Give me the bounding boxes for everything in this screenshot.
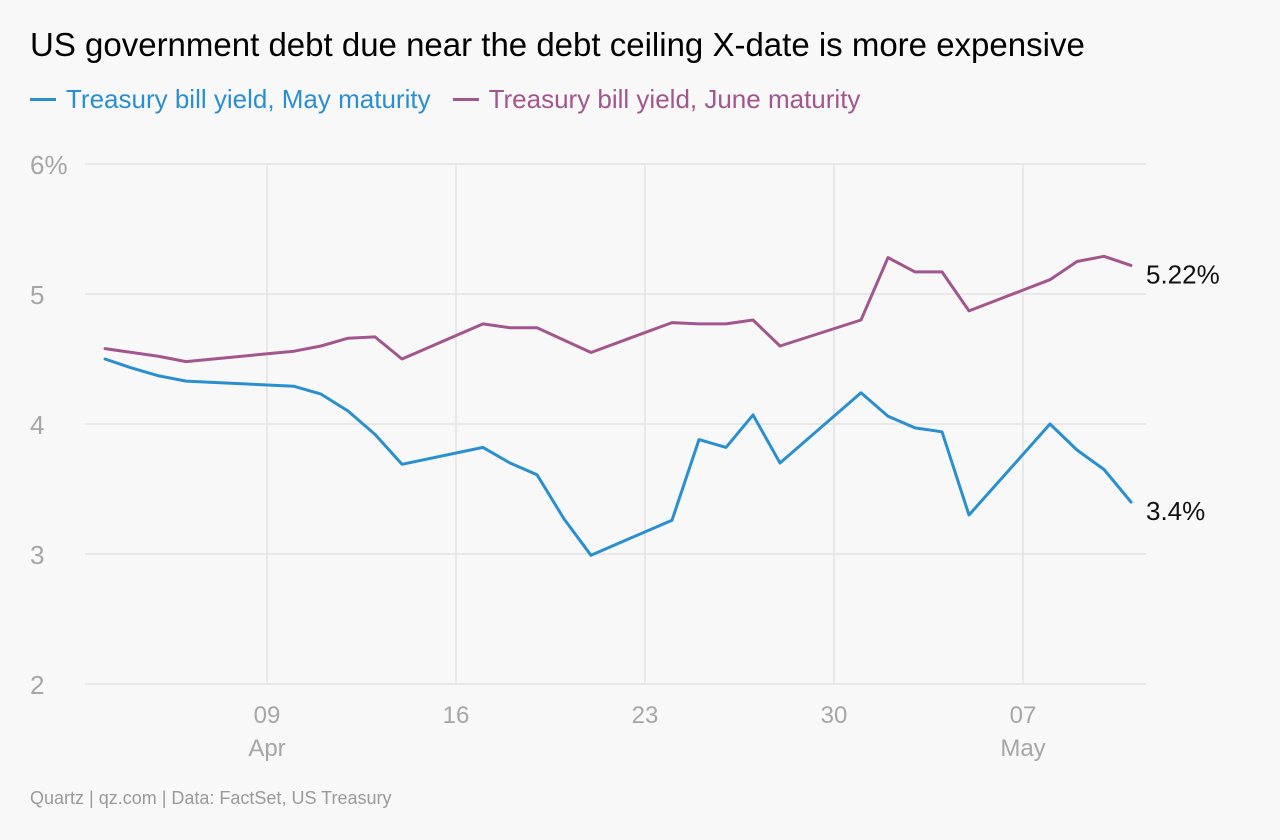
series-line-june: [103, 254, 1133, 364]
y-tick-label: 6%: [30, 150, 68, 180]
legend-label-may: Treasury bill yield, May maturity: [66, 84, 431, 114]
y-tick-label: 4: [30, 410, 44, 440]
chart-title: US government debt due near the debt cei…: [30, 26, 1085, 63]
x-tick-label: 23: [632, 702, 659, 729]
legend-item-june: Treasury bill yield, June maturity: [452, 84, 861, 115]
legend-swatch-june: [452, 98, 479, 101]
x-tick-label: 09: [254, 702, 281, 729]
chart-legend: Treasury bill yield, May maturity Treasu…: [30, 84, 882, 115]
x-tick-label: 07: [1010, 702, 1037, 729]
x-tick-label: 30: [821, 702, 848, 729]
y-tick-label: 3: [30, 540, 44, 570]
end-label-june: 5.22%: [1146, 259, 1220, 289]
x-tick-label: 16: [443, 702, 470, 729]
legend-swatch-may: [30, 98, 56, 101]
legend-item-may: Treasury bill yield, May maturity: [30, 84, 431, 115]
series-line-may: [103, 357, 1133, 557]
x-tick-sublabel: Apr: [248, 735, 285, 762]
y-tick-label: 2: [30, 670, 44, 700]
source-footer: Quartz | qz.com | Data: FactSet, US Trea…: [30, 788, 392, 808]
legend-label-june: Treasury bill yield, June maturity: [488, 84, 861, 114]
x-tick-sublabel: May: [1000, 735, 1045, 762]
end-label-may: 3.4%: [1146, 496, 1205, 526]
y-tick-label: 5: [30, 280, 44, 310]
